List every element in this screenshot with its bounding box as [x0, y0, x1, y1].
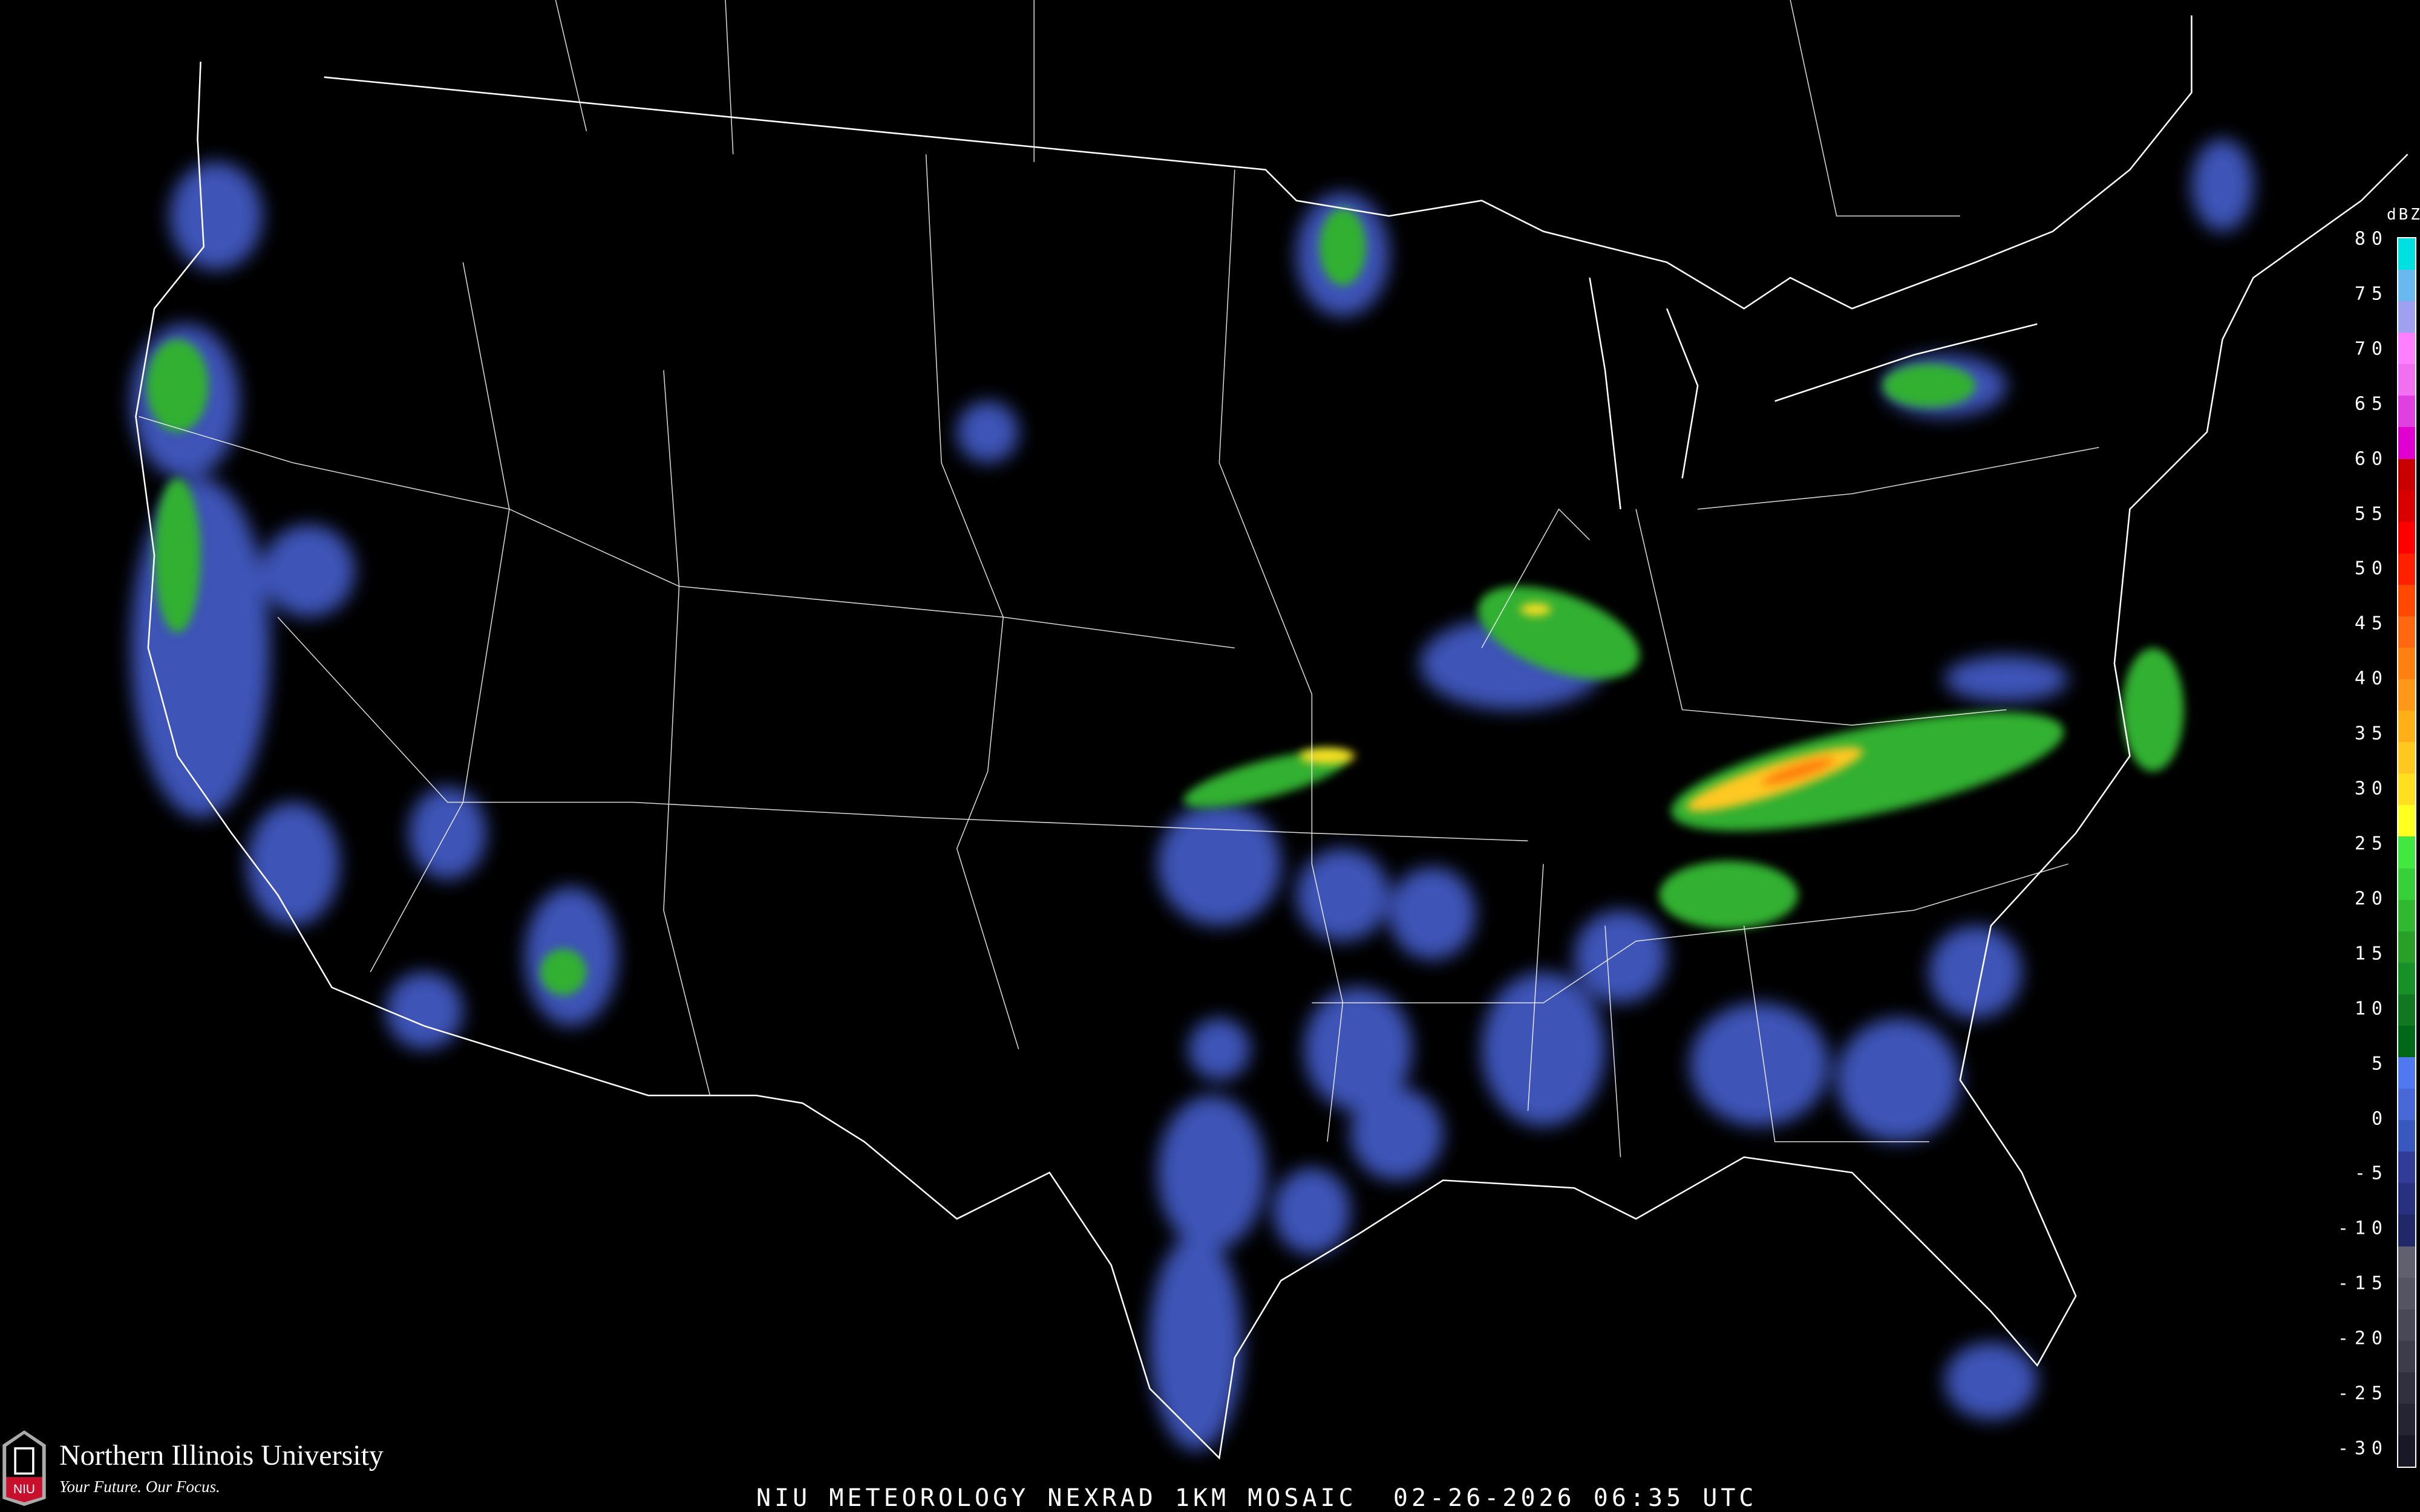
niu-shield-icon: NIU [2, 1430, 46, 1506]
dbz-legend: dBZ [2332, 206, 2420, 1470]
legend-label: 30 [2354, 778, 2389, 800]
legend-color-step [2398, 616, 2415, 648]
legend-color-step [2398, 1340, 2415, 1372]
legend-label: 65 [2354, 393, 2389, 415]
niu-logo: NIU Northern Illinois University Your Fu… [2, 1430, 384, 1506]
legend-color-step [2398, 1152, 2415, 1184]
legend-color-step [2398, 868, 2415, 900]
coastlines-and-borders [135, 0, 2409, 1460]
legend-unit: dBZ [2387, 206, 2420, 224]
legend-label: 15 [2354, 943, 2389, 965]
legend-color-step [2398, 1277, 2415, 1309]
logo-tagline: Your Future. Our Focus. [59, 1478, 220, 1496]
legend-color-step [2398, 994, 2415, 1026]
legend-color-step [2398, 711, 2415, 743]
legend-color-step [2398, 1309, 2415, 1341]
legend-label: -15 [2337, 1272, 2389, 1294]
legend-label: 40 [2354, 668, 2389, 689]
legend-color-step [2398, 1025, 2415, 1058]
map-title: NIU METEOROLOGY NEXRAD 1KM MOSAIC 02-26-… [756, 1484, 1758, 1512]
legend-color-step [2398, 1089, 2415, 1121]
legend-label: -5 [2354, 1162, 2389, 1184]
legend-color-bar [2397, 237, 2416, 1468]
legend-color-step [2398, 427, 2415, 459]
legend-color-step [2398, 1183, 2415, 1215]
legend-color-step [2398, 962, 2415, 994]
legend-color-step [2398, 238, 2415, 270]
legend-label: 75 [2354, 283, 2389, 305]
legend-label: 80 [2354, 228, 2389, 250]
legend-color-step [2398, 458, 2415, 490]
legend-label: 5 [2371, 1053, 2389, 1075]
radar-echoes-heavy [1299, 603, 1863, 812]
legend-color-step [2398, 1372, 2415, 1404]
svg-text:NIU: NIU [13, 1482, 35, 1496]
legend-label: -25 [2337, 1383, 2389, 1404]
legend-color-step [2398, 931, 2415, 963]
legend-color-step [2398, 1120, 2415, 1152]
legend-color-step [2398, 899, 2415, 931]
legend-label: -30 [2337, 1438, 2389, 1459]
legend-color-step [2398, 364, 2415, 396]
legend-label: 20 [2354, 888, 2389, 910]
legend-label: 60 [2354, 448, 2389, 470]
legend-label: 55 [2354, 503, 2389, 525]
legend-color-step [2398, 1435, 2415, 1467]
legend-color-step [2398, 1403, 2415, 1435]
legend-color-step [2398, 648, 2415, 680]
legend-color-step [2398, 1214, 2415, 1246]
legend-color-step [2398, 1246, 2415, 1278]
legend-label: 25 [2354, 833, 2389, 855]
legend-color-step [2398, 742, 2415, 774]
legend-color-step [2398, 490, 2415, 522]
legend-color-step [2398, 774, 2415, 806]
legend-color-step [2398, 270, 2415, 302]
radar-echoes-moderate [146, 208, 2184, 996]
legend-color-step [2398, 333, 2415, 365]
legend-label: 10 [2354, 998, 2389, 1020]
legend-label: 70 [2354, 338, 2389, 360]
legend-label: 50 [2354, 558, 2389, 579]
legend-label: -10 [2337, 1217, 2389, 1239]
legend-label: 35 [2354, 723, 2389, 745]
legend-color-step [2398, 553, 2415, 585]
legend-color-step [2398, 679, 2415, 711]
legend-label: 0 [2371, 1108, 2389, 1130]
legend-color-step [2398, 301, 2415, 333]
logo-name: Northern Illinois University [59, 1439, 384, 1471]
legend-color-step [2398, 1057, 2415, 1089]
legend-label: 45 [2354, 613, 2389, 634]
legend-color-step [2398, 584, 2415, 616]
legend-label: -20 [2337, 1328, 2389, 1349]
legend-color-step [2398, 521, 2415, 553]
legend-color-step [2398, 836, 2415, 868]
legend-color-step [2398, 805, 2415, 837]
legend-color-step [2398, 396, 2415, 428]
radar-echoes-light [131, 138, 2254, 1450]
